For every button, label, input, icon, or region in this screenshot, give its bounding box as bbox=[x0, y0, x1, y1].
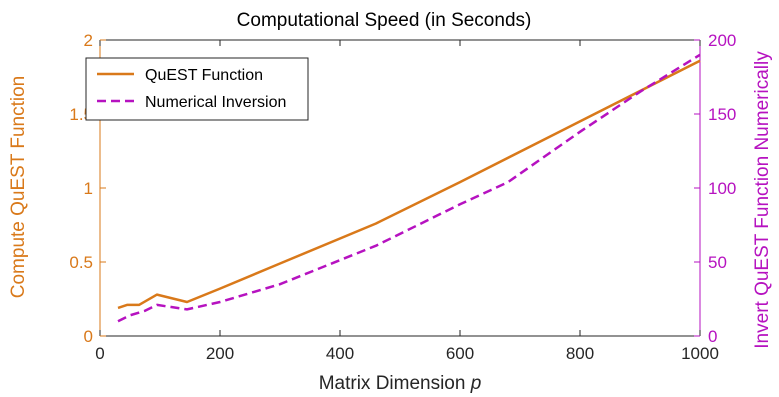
x-axis-label: Matrix Dimension p bbox=[319, 373, 482, 394]
right-y-tick-label: 200 bbox=[708, 31, 736, 50]
right-y-axis-ticks: 0 50 100 150 200 bbox=[694, 31, 736, 346]
left-y-tick-label: 2 bbox=[84, 31, 93, 50]
legend-label-numerical-inversion: Numerical Inversion bbox=[145, 94, 286, 111]
series-line-quest-function bbox=[117, 59, 701, 310]
right-y-tick-label: 100 bbox=[708, 179, 736, 198]
x-axis-label-text: Matrix Dimension bbox=[319, 373, 466, 394]
series-layer bbox=[117, 53, 701, 323]
x-tick-label: 800 bbox=[566, 344, 594, 363]
series-line-numerical-inversion bbox=[117, 53, 701, 323]
left-y-tick-label: 1 bbox=[84, 179, 93, 198]
right-y-tick-label: 150 bbox=[708, 105, 736, 124]
x-axis-ticks: 0 200 400 600 800 1000 bbox=[95, 40, 719, 363]
right-y-tick-label: 50 bbox=[708, 253, 727, 272]
chart-title: Computational Speed (in Seconds) bbox=[237, 10, 532, 31]
x-axis-label-variable: p bbox=[470, 373, 482, 394]
right-y-tick-label: 0 bbox=[708, 327, 717, 346]
legend: QuEST Function Numerical Inversion bbox=[85, 57, 309, 121]
left-y-axis-label: Compute QuEST Function bbox=[8, 76, 29, 298]
x-tick-label: 400 bbox=[326, 344, 354, 363]
left-y-tick-label: 0.5 bbox=[69, 253, 93, 272]
right-y-axis-label: Invert QuEST Function Numerically bbox=[752, 51, 773, 349]
x-tick-label: 200 bbox=[206, 344, 234, 363]
legend-label-quest-function: QuEST Function bbox=[145, 67, 263, 84]
x-tick-label: 1000 bbox=[681, 344, 719, 363]
x-tick-label: 0 bbox=[95, 344, 104, 363]
x-tick-label: 600 bbox=[446, 344, 474, 363]
legend-box bbox=[85, 57, 309, 121]
left-y-tick-label: 0 bbox=[84, 327, 93, 346]
